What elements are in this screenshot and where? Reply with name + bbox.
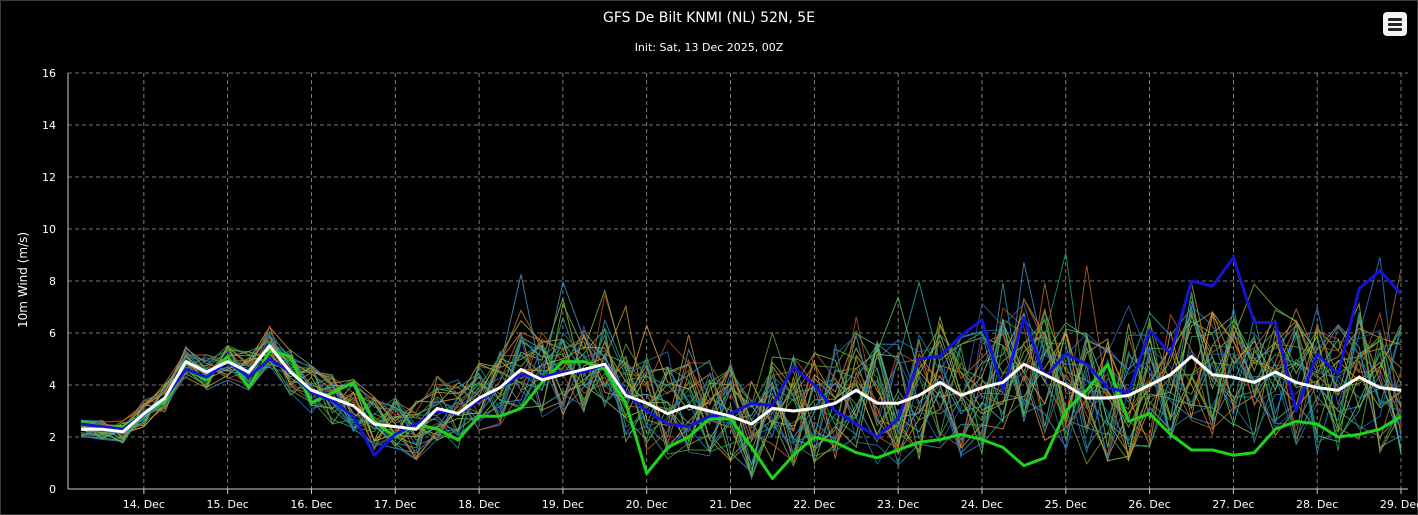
x-tick-label: 15. Dec bbox=[207, 498, 249, 511]
hamburger-menu-icon[interactable] bbox=[1383, 12, 1407, 36]
x-tick-label: 28. Dec bbox=[1296, 498, 1338, 511]
y-tick-label: 0 bbox=[49, 483, 56, 496]
y-tick-label: 8 bbox=[49, 275, 56, 288]
ensemble-member-line bbox=[80, 283, 1402, 461]
y-tick-label: 16 bbox=[42, 67, 56, 80]
y-axis-label: 10m Wind (m/s) bbox=[16, 232, 30, 328]
x-tick-label: 26. Dec bbox=[1128, 498, 1170, 511]
highlight-lines bbox=[80, 256, 1403, 481]
menu-bar bbox=[1388, 23, 1402, 26]
x-tick-label: 25. Dec bbox=[1045, 498, 1087, 511]
ensemble-member-line bbox=[80, 319, 1402, 463]
ensemble-member-line bbox=[80, 302, 1402, 460]
ensemble-member-line bbox=[80, 297, 1402, 462]
x-tick-label: 20. Dec bbox=[626, 498, 668, 511]
ensemble-member-line bbox=[80, 313, 1402, 451]
y-tick-label: 4 bbox=[49, 379, 56, 392]
y-tick-label: 14 bbox=[42, 119, 56, 132]
y-tick-label: 10 bbox=[42, 223, 56, 236]
axes: 0 2 4 6 8 10 12 14 16 14. Dec 15. Dec 16. Dec 17. De… bbox=[42, 67, 1418, 511]
ensemble-member-line bbox=[80, 317, 1402, 470]
x-tick-label: 21. Dec bbox=[709, 498, 751, 511]
chart-subtitle: Init: Sat, 13 Dec 2025, 00Z bbox=[634, 41, 784, 54]
y-tick-label: 2 bbox=[49, 431, 56, 444]
chart-title: GFS De Bilt KNMI (NL) 52N, 5E bbox=[602, 10, 816, 26]
x-tick-label: 22. Dec bbox=[793, 498, 835, 511]
x-tick-label: 24. Dec bbox=[961, 498, 1003, 511]
x-tick-label: 27. Dec bbox=[1212, 498, 1254, 511]
x-tick-label: 17. Dec bbox=[374, 498, 416, 511]
x-tick-label: 29. Dec bbox=[1380, 498, 1418, 511]
x-tick-label: 19. Dec bbox=[542, 498, 584, 511]
menu-bar bbox=[1388, 28, 1402, 31]
x-tick-label: 23. Dec bbox=[877, 498, 919, 511]
ensemble-member-line bbox=[80, 283, 1402, 448]
series-line bbox=[81, 344, 1402, 434]
y-tick-label: 6 bbox=[49, 327, 56, 340]
menu-bar bbox=[1388, 18, 1402, 21]
x-tick-label: 16. Dec bbox=[290, 498, 332, 511]
x-tick-label: 18. Dec bbox=[458, 498, 500, 511]
y-tick-label: 12 bbox=[42, 171, 56, 184]
x-tick-label: 14. Dec bbox=[123, 498, 165, 511]
